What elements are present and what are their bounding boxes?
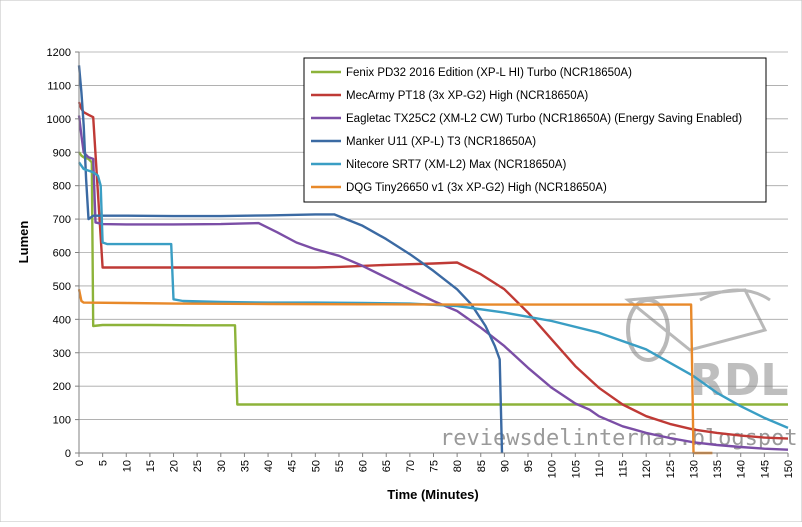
x-tick-label: 100 xyxy=(547,460,559,478)
y-tick-label: 800 xyxy=(53,181,71,193)
x-tick-label: 55 xyxy=(334,460,346,472)
series-line-4 xyxy=(77,65,504,454)
y-tick-label: 700 xyxy=(53,214,71,226)
series-line-2 xyxy=(77,101,789,440)
x-tick-label: 70 xyxy=(405,460,417,472)
x-tick-label: 75 xyxy=(429,460,441,472)
x-tick-label: 140 xyxy=(736,460,748,478)
y-tick-label: 300 xyxy=(53,348,71,360)
legend-label: Eagletac TX25C2 (XM-L2 CW) Turbo (NCR186… xyxy=(346,113,742,125)
legend-label: Manker U11 (XP-L) T3 (NCR18650A) xyxy=(346,136,536,148)
x-tick-label: 35 xyxy=(239,460,251,472)
legend-label: DQG Tiny26650 v1 (3x XP-G2) High (NCR186… xyxy=(346,182,607,194)
series-line-5 xyxy=(78,161,789,430)
x-tick-label: 120 xyxy=(641,460,653,478)
x-tick-label: 30 xyxy=(216,460,228,472)
x-tick-label: 90 xyxy=(499,460,511,472)
x-tick-label: 10 xyxy=(121,460,133,472)
legend-label: Fenix PD32 2016 Edition (XP-L HI) Turbo … xyxy=(346,67,632,79)
series-lines xyxy=(77,65,789,455)
y-tick-label: 100 xyxy=(53,415,71,427)
series-line-6 xyxy=(77,289,713,455)
y-tick-label: 900 xyxy=(53,147,71,159)
x-tick-label: 40 xyxy=(263,460,275,472)
y-tick-label: 200 xyxy=(53,381,71,393)
x-tick-label: 105 xyxy=(570,460,582,478)
watermark-logo: RDL xyxy=(624,288,788,406)
legend-label: Nitecore SRT7 (XM-L2) Max (NCR18650A) xyxy=(346,159,566,171)
x-tick-label: 85 xyxy=(476,460,488,472)
y-axis-title: Lumen xyxy=(16,221,31,264)
axes xyxy=(75,51,789,457)
x-tick-label: 20 xyxy=(169,460,181,472)
x-tick-label: 110 xyxy=(594,460,606,478)
y-tick-label: 400 xyxy=(53,314,71,326)
legend-box xyxy=(303,57,767,203)
x-tick-label: 115 xyxy=(618,460,630,478)
watermark-logo-text: RDL xyxy=(690,355,788,406)
x-tick-label: 130 xyxy=(688,460,700,478)
x-tick-label: 125 xyxy=(665,460,677,478)
y-tick-label: 1100 xyxy=(47,80,71,92)
x-tick-label: 145 xyxy=(759,460,771,478)
x-tick-label: 45 xyxy=(287,460,299,472)
x-axis-title: Time (Minutes) xyxy=(387,487,479,502)
x-tick-label: 95 xyxy=(523,460,535,472)
legend: Fenix PD32 2016 Edition (XP-L HI) Turbo … xyxy=(303,57,767,203)
tick-labels: 0100200300400500600700800900100011001200… xyxy=(47,47,795,478)
x-tick-label: 50 xyxy=(310,460,322,472)
x-tick-label: 60 xyxy=(358,460,370,472)
x-tick-label: 150 xyxy=(783,460,795,478)
x-tick-label: 25 xyxy=(192,460,204,472)
y-tick-label: 1200 xyxy=(47,47,71,59)
y-tick-label: 500 xyxy=(53,281,71,293)
x-tick-label: 15 xyxy=(145,460,157,472)
x-tick-label: 80 xyxy=(452,460,464,472)
x-tick-label: 65 xyxy=(381,460,393,472)
x-tick-label: 5 xyxy=(98,460,110,466)
x-tick-label: 0 xyxy=(74,460,86,466)
y-tick-label: 600 xyxy=(53,248,71,260)
y-tick-label: 0 xyxy=(65,448,71,460)
x-tick-label: 135 xyxy=(712,460,724,478)
legend-label: MecArmy PT18 (3x XP-G2) High (NCR18650A) xyxy=(346,90,588,102)
y-tick-label: 1000 xyxy=(47,114,71,126)
